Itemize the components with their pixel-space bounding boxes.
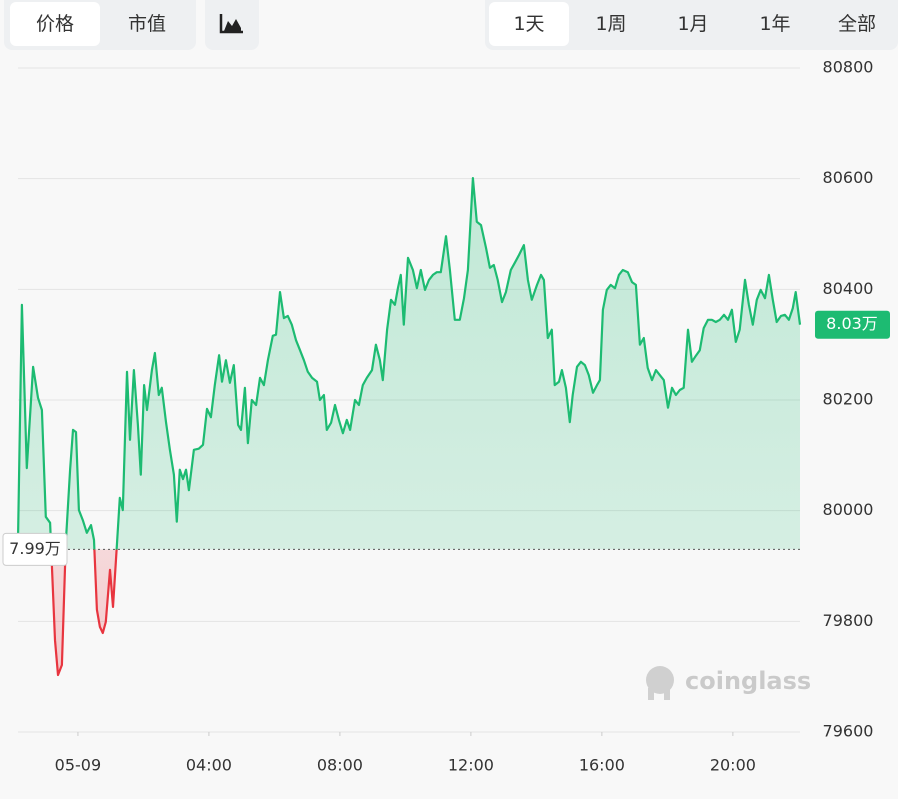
y-tick-label: 79600: [823, 722, 874, 741]
tab[interactable]: 全部: [837, 13, 876, 35]
view-tabs: 价格 市值: [4, 0, 196, 50]
watermark: coinglass: [646, 666, 811, 700]
baseline-label-box: [2, 532, 68, 566]
baseline-label: 7.99万: [9, 539, 61, 558]
watermark-text: coinglass: [685, 667, 811, 695]
area: [18, 178, 800, 675]
x-tick-label: 04:00: [186, 756, 232, 775]
y-tick-label: 80000: [823, 500, 874, 519]
tab[interactable]: 价格: [10, 2, 100, 46]
tab[interactable]: 1月: [677, 13, 709, 35]
y-tick-label: 80600: [823, 168, 874, 187]
tab[interactable]: 1年: [759, 13, 791, 35]
y-tick-label: 80800: [823, 58, 874, 77]
tab[interactable]: 市值: [127, 13, 166, 35]
period-tabs: 1天 1周 1月 1年 全部: [485, 0, 898, 50]
x-tick-label: 20:00: [710, 756, 756, 775]
x-tick-label: 08:00: [317, 756, 363, 775]
line: [16, 177, 802, 677]
icon: [219, 14, 243, 34]
y-tick-label: 80400: [823, 279, 874, 298]
y-tick-label: 80200: [823, 390, 874, 409]
last-price-label: 8.03万: [826, 314, 878, 333]
last-price-box: [815, 310, 890, 339]
x-tick-label: 16:00: [579, 756, 625, 775]
tab[interactable]: 1周: [595, 13, 627, 35]
x-tick-label: 12:00: [448, 756, 494, 775]
tab[interactable]: 1天: [489, 2, 569, 46]
chart-type-button[interactable]: [205, 0, 259, 50]
y-tick-label: 79800: [823, 611, 874, 630]
x-tick-label: 05-09: [55, 756, 102, 775]
